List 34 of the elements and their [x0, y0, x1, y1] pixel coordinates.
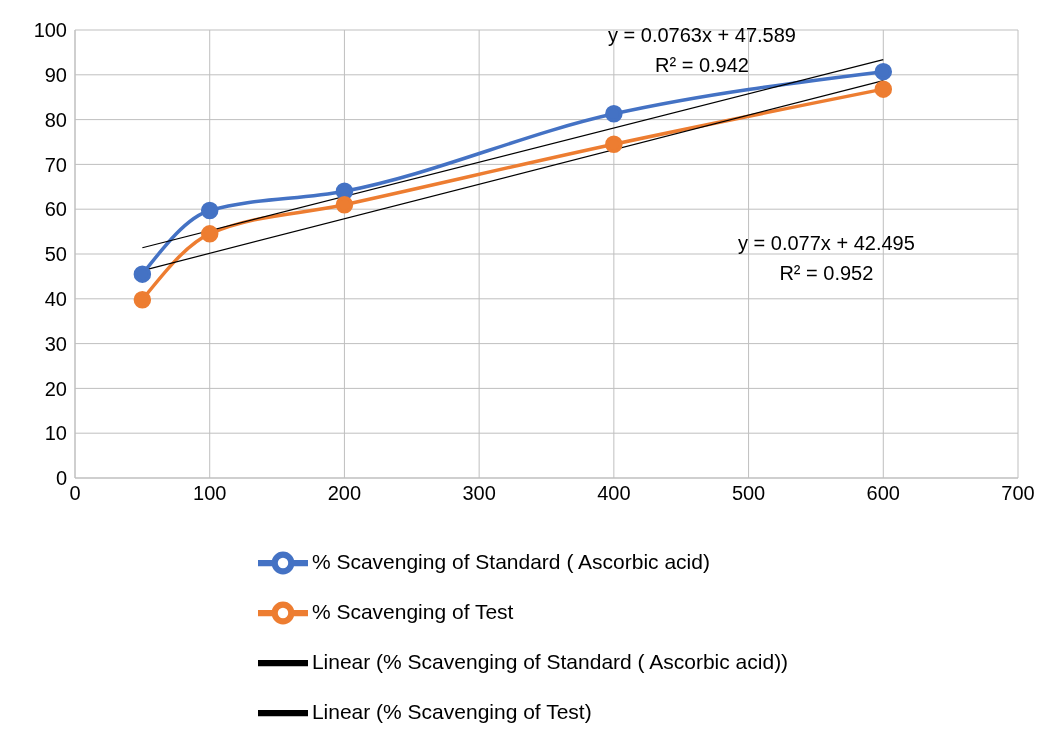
point [133, 265, 152, 283]
y-tick-label: 0 [55, 467, 67, 490]
legend-label: % Scavenging of Standard ( Ascorbic acid) [311, 549, 710, 573]
point [605, 135, 623, 153]
y-tick-label: 60 [44, 198, 67, 221]
legend-label: Linear (% Scavenging of Standard ( Ascorbic acid)) [311, 649, 789, 673]
x-tick-label: 0 [69, 482, 81, 505]
point [200, 225, 219, 243]
point [200, 201, 219, 220]
y-tick-label: 80 [44, 108, 67, 131]
y-tick-label: 40 [44, 287, 67, 310]
y-tick-label: 50 [44, 243, 67, 266]
point [605, 105, 623, 123]
y-tick-label: 100 [33, 19, 67, 42]
x-tick-label: 700 [1001, 482, 1035, 505]
x-tick-label: 200 [327, 482, 362, 505]
y-tick-label: 10 [44, 422, 67, 445]
point [335, 195, 354, 214]
x-tick-label: 400 [597, 482, 631, 505]
x-tick-label: 100 [193, 482, 227, 505]
point [133, 290, 152, 309]
legend-label: Linear (% Scavenging of Test) [311, 699, 592, 723]
y-tick-label: 90 [44, 63, 67, 86]
y-tick-label: 20 [44, 377, 67, 400]
x-tick-label: 300 [462, 482, 496, 505]
point [874, 62, 893, 81]
y-tick-label: 30 [44, 332, 67, 355]
annotation: y = 0.0763x + 47.589 R² = 0.942 [608, 23, 796, 78]
annotation: y = 0.077x + 42.495 R² = 0.952 [738, 231, 915, 286]
legend-label: % Scavenging of Test [311, 599, 514, 623]
point [874, 80, 893, 98]
y-tick-label: 70 [44, 153, 67, 176]
x-tick-label: 500 [731, 482, 766, 505]
x-tick-label: 600 [866, 482, 900, 505]
